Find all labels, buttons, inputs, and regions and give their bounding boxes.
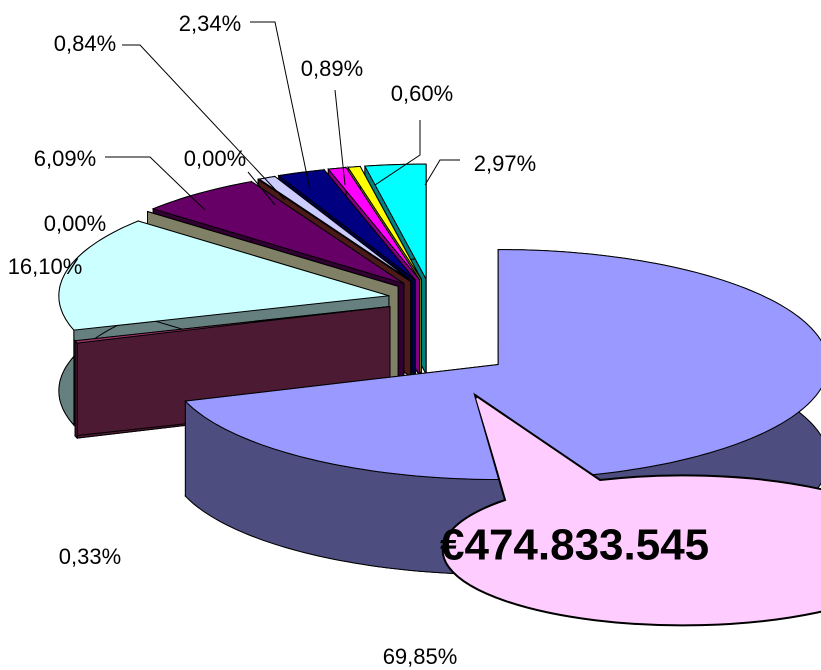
- slice: [257, 175, 412, 282]
- slice: [147, 211, 399, 287]
- data-label: 0,89%: [301, 56, 363, 81]
- slice: [74, 306, 391, 344]
- leader-line: [334, 89, 346, 186]
- data-label: 0,84%: [54, 31, 116, 56]
- data-label: 69,85%: [383, 644, 458, 669]
- data-label: 16,10%: [8, 254, 83, 279]
- data-label: 0,60%: [391, 81, 453, 106]
- data-label: 2,34%: [179, 11, 241, 36]
- callout-text: €474.833.545: [440, 521, 709, 570]
- slice: [277, 169, 416, 281]
- data-label: 2,97%: [474, 151, 536, 176]
- data-label: 6,09%: [34, 146, 96, 171]
- slice: [257, 178, 411, 282]
- callout: €474.833.545: [440, 392, 821, 627]
- labels: 69,85% 0,33% 16,10% 0,00% 6,09% 0,00% 0,84% 2,3…: [8, 11, 537, 669]
- data-label: 0,33%: [59, 544, 121, 569]
- data-label: 0,00%: [44, 211, 106, 236]
- slice: [151, 181, 405, 285]
- leader-line: [122, 44, 286, 201]
- pie: [58, 163, 821, 575]
- slice: [327, 166, 420, 281]
- leader-line: [105, 156, 206, 211]
- leader-line: [374, 120, 421, 186]
- slice: [347, 165, 422, 280]
- callout-fill: [476, 398, 598, 498]
- slice: [364, 163, 427, 280]
- leader-line: [247, 171, 276, 206]
- slice: [58, 220, 390, 331]
- slice: [184, 248, 821, 480]
- leader-line: [250, 21, 311, 191]
- data-label: 0,00%: [184, 146, 246, 171]
- slice-side: [74, 339, 78, 440]
- leader-line: [424, 159, 460, 186]
